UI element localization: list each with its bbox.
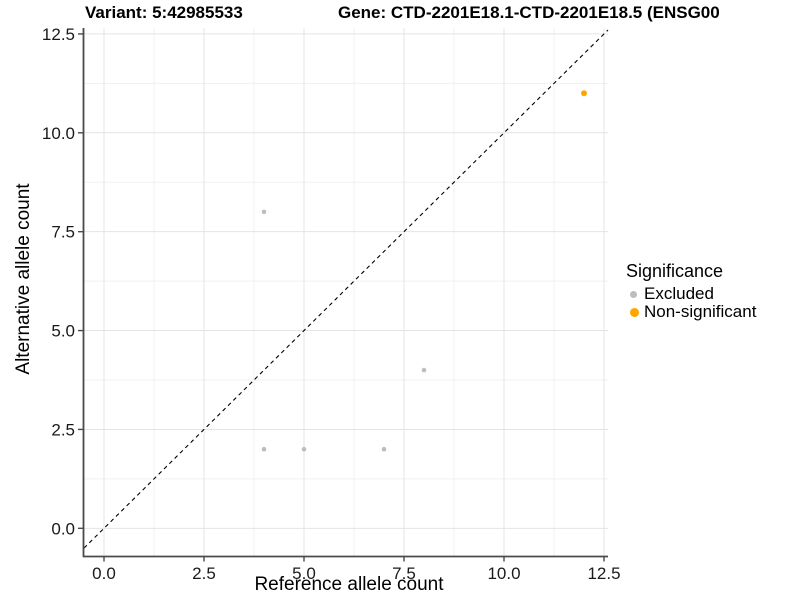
svg-text:10.0: 10.0 bbox=[42, 124, 75, 143]
svg-text:10.0: 10.0 bbox=[487, 564, 520, 583]
svg-text:5.0: 5.0 bbox=[292, 564, 316, 583]
data-point bbox=[261, 446, 267, 452]
data-point bbox=[261, 209, 267, 215]
legend-title: Significance bbox=[626, 261, 724, 281]
axis-tick-labels: 0.0 2.5 5.0 7.5 10.0 12.5 0.0 2.5 5.0 7.5 10.0 12.5 bbox=[42, 25, 621, 583]
x-axis-title: Reference allele count bbox=[254, 574, 444, 595]
grid-major bbox=[84, 28, 608, 556]
series-non-significant bbox=[581, 90, 587, 97]
svg-text:0.0: 0.0 bbox=[51, 519, 75, 538]
data-point bbox=[421, 367, 427, 373]
legend-item-excluded: Excluded bbox=[626, 284, 756, 303]
grid-minor bbox=[84, 28, 608, 556]
non-significant-point-icon bbox=[630, 307, 639, 317]
data-point bbox=[381, 446, 387, 452]
gene-title: Gene: CTD-2201E18.1-CTD-2201E18.5 (ENSG0… bbox=[338, 3, 720, 22]
svg-text:0.0: 0.0 bbox=[92, 564, 116, 583]
svg-text:2.5: 2.5 bbox=[192, 564, 216, 583]
data-point bbox=[581, 90, 587, 97]
axis-lines bbox=[82, 28, 608, 558]
svg-text:7.5: 7.5 bbox=[51, 223, 75, 242]
legend-item-label: Non-significant bbox=[644, 302, 757, 321]
legend-item-label: Excluded bbox=[644, 284, 714, 303]
svg-text:2.5: 2.5 bbox=[51, 420, 75, 439]
variant-title: Variant: 5:42985533 bbox=[85, 3, 243, 22]
identity-reference-line bbox=[83, 29, 609, 549]
excluded-swatch-cell bbox=[626, 290, 644, 298]
svg-text:5.0: 5.0 bbox=[51, 322, 75, 341]
y-axis-title: Alternative allele count bbox=[13, 183, 34, 375]
legend-item-non-significant: Non-significant bbox=[626, 302, 757, 321]
svg-text:7.5: 7.5 bbox=[392, 564, 416, 583]
non-significant-swatch-cell bbox=[626, 307, 644, 317]
legend: Significance Excluded Non-significant bbox=[626, 261, 756, 321]
axis-ticks bbox=[78, 33, 605, 562]
excluded-point-icon bbox=[630, 290, 637, 298]
series-excluded bbox=[261, 209, 427, 452]
data-point bbox=[301, 446, 307, 452]
svg-text:12.5: 12.5 bbox=[587, 564, 620, 583]
svg-text:12.5: 12.5 bbox=[42, 25, 75, 44]
